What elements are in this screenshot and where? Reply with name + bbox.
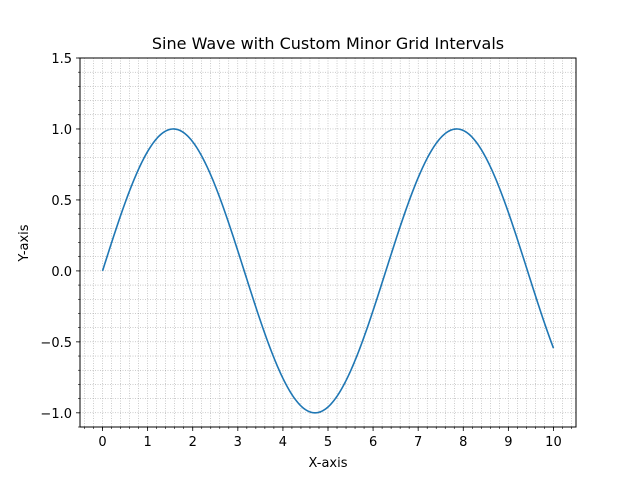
x-tick-label: 8 xyxy=(459,435,467,450)
axis-ticks xyxy=(76,57,572,431)
y-tick-label: −0.5 xyxy=(40,336,72,351)
x-tick-label: 3 xyxy=(234,435,242,450)
series-layer xyxy=(101,128,555,414)
x-tick-label: 2 xyxy=(189,435,197,450)
y-tick-label: 1.0 xyxy=(51,123,72,138)
y-tick-label: 1.5 xyxy=(51,52,72,67)
chart-title: Sine Wave with Custom Minor Grid Interva… xyxy=(152,34,504,53)
y-axis-title: Y-axis xyxy=(17,224,32,262)
x-tick-label: 10 xyxy=(545,435,562,450)
x-tick-label: 9 xyxy=(504,435,512,450)
x-tick-label: 7 xyxy=(414,435,422,450)
x-tick-label: 5 xyxy=(324,435,332,450)
sine-series-line xyxy=(101,128,555,414)
y-tick-label: 0.5 xyxy=(51,194,72,209)
x-tick-label: 1 xyxy=(143,435,151,450)
y-tick-label: 0.0 xyxy=(51,265,72,280)
x-axis-title: X-axis xyxy=(309,456,348,471)
x-tick-label: 4 xyxy=(279,435,287,450)
y-tick-label: −1.0 xyxy=(40,407,72,422)
tick-labels: 0 1 2 3 4 5 6 7 8 9 10 −1.0 −0.5 0.0 0.5 1.0 1.5 xyxy=(40,52,561,450)
x-tick-label: 6 xyxy=(369,435,377,450)
minor-grid xyxy=(80,57,576,428)
x-tick-label: 0 xyxy=(98,435,106,450)
